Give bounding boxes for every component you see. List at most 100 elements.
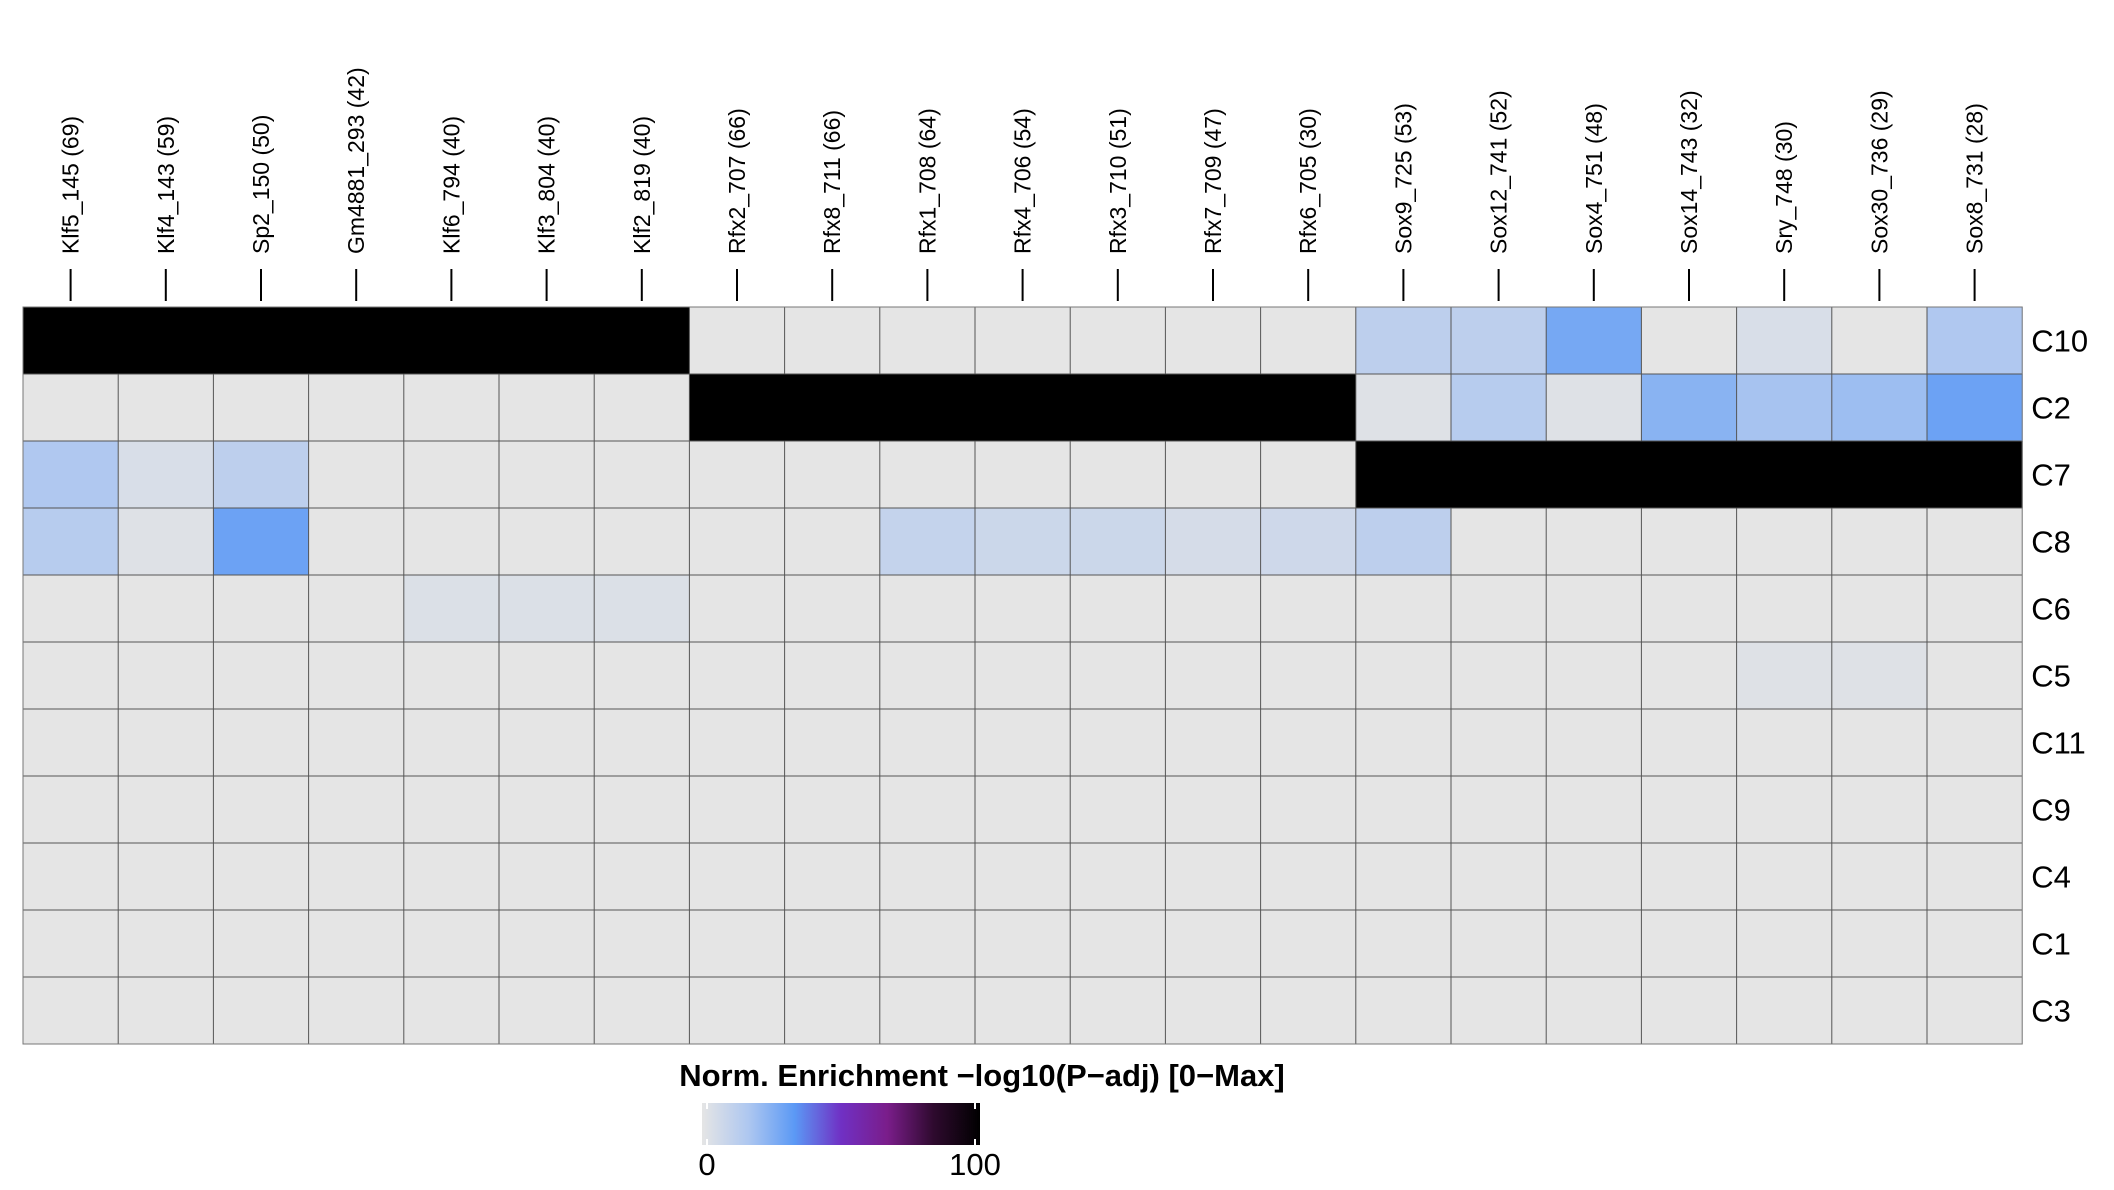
heatmap-cell: [594, 709, 690, 777]
heatmap-cell: [1451, 977, 1547, 1045]
heatmap-cell: [1355, 642, 1452, 710]
heatmap-cell: [213, 709, 310, 777]
heatmap-cell: [1641, 441, 1738, 509]
column-label: Rfx3_710 (51): [1105, 108, 1131, 254]
heatmap-cell: [689, 575, 786, 643]
heatmap-cell: [594, 575, 690, 643]
heatmap-cell: [784, 709, 881, 777]
heatmap-gridlines: [22, 306, 2023, 1045]
heatmap-cell: [1070, 508, 1166, 576]
heatmap-cell: [1831, 709, 1928, 777]
column-label: Sox30_736 (29): [1866, 90, 1892, 254]
heatmap-cell: [499, 575, 595, 643]
column-label: Rfx7_709 (47): [1200, 108, 1226, 254]
heatmap-cell: [23, 910, 119, 978]
heatmap-cell: [118, 709, 214, 777]
heatmap-cell: [1641, 642, 1738, 710]
heatmap-cell: [1927, 642, 2023, 710]
heatmap-cell: [975, 709, 1071, 777]
heatmap-cell: [118, 977, 214, 1045]
heatmap-cell: [594, 642, 690, 710]
heatmap-cell: [879, 374, 976, 442]
heatmap-cell: [1070, 776, 1166, 844]
heatmap-cell: [1736, 642, 1833, 710]
heatmap-cell: [1641, 307, 1738, 375]
heatmap-cell: [784, 575, 881, 643]
heatmap-cell: [1355, 575, 1452, 643]
heatmap-cell: [213, 307, 310, 375]
heatmap-cell: [213, 910, 310, 978]
heatmap-cell: [23, 977, 119, 1045]
heatmap-cell: [23, 575, 119, 643]
heatmap-cell: [784, 441, 881, 509]
heatmap-cell: [403, 441, 500, 509]
heatmap-cell: [1641, 374, 1738, 442]
heatmap-cell: [784, 977, 881, 1045]
heatmap-cell: [1355, 508, 1452, 576]
heatmap-cell: [1927, 776, 2023, 844]
heatmap-cell: [594, 977, 690, 1045]
row-label: C6: [2031, 592, 2071, 627]
heatmap-cell: [1260, 776, 1357, 844]
heatmap-cell: [975, 843, 1071, 911]
heatmap-cell: [308, 441, 405, 509]
heatmap-cell: [23, 843, 119, 911]
heatmap-cell: [1165, 709, 1262, 777]
heatmap-cell: [1927, 709, 2023, 777]
heatmap-cell: [1736, 910, 1833, 978]
heatmap-cell: [1355, 776, 1452, 844]
heatmap-cell: [1546, 776, 1642, 844]
heatmap-cell: [1070, 575, 1166, 643]
heatmap-cell: [1165, 307, 1262, 375]
heatmap-cell: [1260, 977, 1357, 1045]
heatmap-cell: [1355, 977, 1452, 1045]
heatmap-cell: [594, 307, 690, 375]
heatmap-cell: [308, 843, 405, 911]
heatmap-cell: [1641, 977, 1738, 1045]
column-label: Sox12_741 (52): [1486, 90, 1512, 254]
heatmap-cell: [403, 575, 500, 643]
heatmap-cell: [118, 642, 214, 710]
column-label: Sp2_150 (50): [248, 115, 274, 254]
heatmap-cell: [499, 843, 595, 911]
heatmap-cell: [1641, 575, 1738, 643]
heatmap-cell: [975, 642, 1071, 710]
heatmap-cell: [1641, 776, 1738, 844]
heatmap-cell: [1165, 575, 1262, 643]
heatmap-cell: [1736, 977, 1833, 1045]
heatmap-cell: [784, 843, 881, 911]
heatmap-cell: [1355, 910, 1452, 978]
heatmap-cell: [1831, 508, 1928, 576]
heatmap-cell: [1451, 575, 1547, 643]
heatmap-cell: [308, 374, 405, 442]
heatmap-cell: [1546, 642, 1642, 710]
legend-max-label: 100: [949, 1147, 1001, 1182]
column-label: Rfx4_706 (54): [1010, 108, 1036, 254]
heatmap-cell: [1641, 709, 1738, 777]
heatmap-cell: [403, 843, 500, 911]
heatmap-cell: [975, 776, 1071, 844]
heatmap-cell: [1451, 642, 1547, 710]
row-label: C7: [2031, 458, 2071, 493]
heatmap-cell: [118, 374, 214, 442]
heatmap-cell: [689, 776, 786, 844]
heatmap-cell: [1165, 843, 1262, 911]
heatmap-cell: [689, 374, 786, 442]
heatmap-cell: [975, 441, 1071, 509]
heatmap-cell: [1451, 776, 1547, 844]
heatmap-cell: [1070, 642, 1166, 710]
heatmap-cell: [689, 910, 786, 978]
heatmap-cell: [1355, 374, 1452, 442]
heatmap-cell: [23, 776, 119, 844]
heatmap-cell: [403, 374, 500, 442]
heatmap-cell: [118, 843, 214, 911]
heatmap-cell: [1165, 374, 1262, 442]
heatmap-cell: [689, 508, 786, 576]
heatmap-cell: [1070, 910, 1166, 978]
heatmap-cell: [1927, 575, 2023, 643]
heatmap-cell: [1451, 441, 1547, 509]
heatmap-cell: [1355, 441, 1452, 509]
legend-title: Norm. Enrichment −log10(P−adj) [0−Max]: [679, 1058, 1285, 1093]
heatmap-cell: [1641, 843, 1738, 911]
heatmap-cell: [975, 374, 1071, 442]
